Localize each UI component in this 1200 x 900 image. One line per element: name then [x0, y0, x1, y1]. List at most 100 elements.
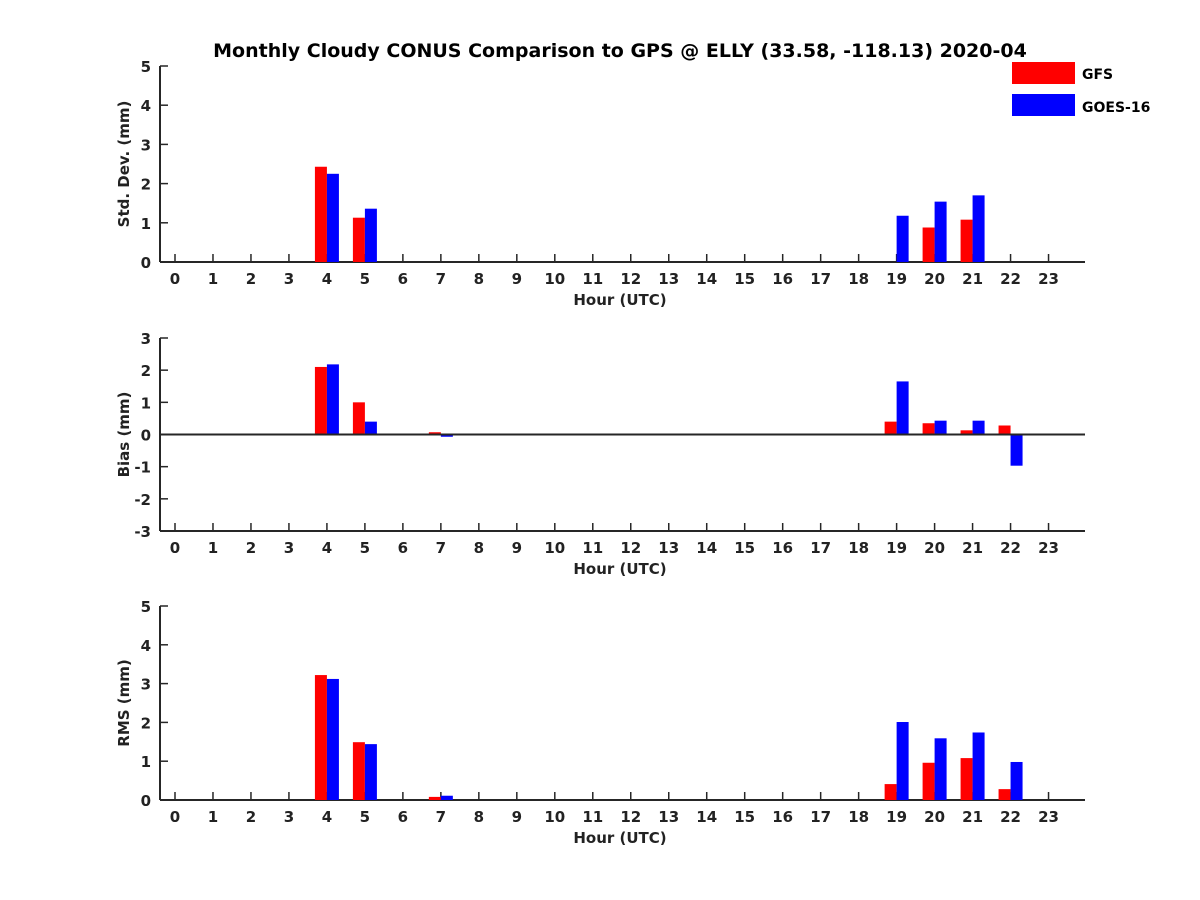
bias-y-tick-label: -1: [134, 459, 151, 477]
rms-x-tick-label: 7: [436, 808, 446, 826]
std-dev-x-tick-label: 1: [208, 270, 218, 288]
legend-swatch-goes16: [1012, 94, 1075, 116]
bias-x-tick-label: 11: [582, 539, 603, 557]
bias-x-axis-label: Hour (UTC): [573, 560, 666, 578]
std-dev-x-tick-label: 2: [246, 270, 256, 288]
std-dev-bar-goes16-hour-21: [972, 195, 985, 262]
rms-x-axis-label: Hour (UTC): [573, 829, 666, 847]
bias-bar-goes16-hour-19: [896, 381, 909, 435]
rms-x-tick-label: 20: [924, 808, 945, 826]
std-dev-x-tick-label: 20: [924, 270, 945, 288]
std-dev-bar-goes16-hour-19: [896, 215, 909, 262]
rms-x-tick-label: 5: [360, 808, 370, 826]
rms-bar-goes16-hour-4: [326, 678, 339, 800]
std-dev-y-tick-label: 5: [141, 58, 151, 76]
rms-bar-gfs-hour-22: [998, 789, 1011, 800]
bias-bar-goes16-hour-20: [934, 420, 947, 435]
rms-x-tick-label: 21: [962, 808, 983, 826]
bias-x-tick-label: 4: [322, 539, 332, 557]
rms-y-axis-label: RMS (mm): [115, 659, 133, 746]
bias-x-tick-label: 19: [886, 539, 907, 557]
bias-bar-goes16-hour-7: [440, 434, 453, 437]
bias-bar-gfs-hour-19: [884, 421, 897, 435]
rms-bar-gfs-hour-21: [960, 758, 973, 800]
bias-y-tick-label: -2: [134, 491, 151, 509]
bias-y-tick-label: 3: [141, 330, 151, 348]
rms-x-tick-label: 23: [1038, 808, 1059, 826]
rms-bar-gfs-hour-4: [314, 675, 327, 800]
rms-x-tick-label: 2: [246, 808, 256, 826]
legend-label-goes16: GOES-16: [1082, 100, 1150, 116]
std-dev-y-tick-label: 2: [141, 176, 151, 194]
rms-bar-goes16-hour-7: [440, 795, 453, 800]
rms-bar-gfs-hour-20: [922, 762, 935, 800]
rms-x-tick-label: 19: [886, 808, 907, 826]
bias-x-tick-label: 18: [848, 539, 869, 557]
std-dev-x-tick-label: 6: [398, 270, 408, 288]
bias-x-tick-label: 15: [734, 539, 755, 557]
std-dev-bar-goes16-hour-4: [326, 173, 339, 262]
std-dev-x-tick-label: 14: [696, 270, 717, 288]
bias-x-tick-label: 17: [810, 539, 831, 557]
std-dev-bar-goes16-hour-5: [364, 208, 377, 262]
bias-x-tick-label: 7: [436, 539, 446, 557]
legend: GFS GOES-16: [1012, 62, 1150, 116]
bias-y-tick-label: 1: [141, 394, 151, 412]
std-dev-x-tick-label: 0: [170, 270, 180, 288]
std-dev-x-tick-label: 5: [360, 270, 370, 288]
rms-y-tick-label: 3: [141, 676, 151, 694]
rms-x-tick-label: 9: [512, 808, 522, 826]
rms-x-tick-label: 6: [398, 808, 408, 826]
bias-x-tick-label: 3: [284, 539, 294, 557]
std-dev-y-tick-label: 4: [141, 97, 151, 115]
std-dev-x-tick-label: 4: [322, 270, 332, 288]
rms-x-tick-label: 0: [170, 808, 180, 826]
bias-x-tick-label: 6: [398, 539, 408, 557]
bias-x-tick-label: 12: [620, 539, 641, 557]
bias-x-tick-label: 14: [696, 539, 717, 557]
bias-x-tick-label: 16: [772, 539, 793, 557]
bias-x-tick-label: 23: [1038, 539, 1059, 557]
rms-x-tick-label: 3: [284, 808, 294, 826]
rms-x-tick-label: 4: [322, 808, 332, 826]
rms-x-tick-label: 15: [734, 808, 755, 826]
rms-x-tick-label: 22: [1000, 808, 1021, 826]
bias-x-tick-label: 10: [544, 539, 565, 557]
std-dev-x-tick-label: 13: [658, 270, 679, 288]
bias-bar-gfs-hour-21: [960, 430, 973, 435]
rms-bar-gfs-hour-7: [428, 796, 441, 800]
rms-bar-goes16-hour-21: [972, 732, 985, 800]
bias-x-tick-label: 2: [246, 539, 256, 557]
bias-bar-gfs-hour-5: [352, 402, 365, 435]
bias-x-tick-label: 0: [170, 539, 180, 557]
bias-x-tick-label: 5: [360, 539, 370, 557]
legend-swatch-gfs: [1012, 62, 1075, 84]
std-dev-x-tick-label: 18: [848, 270, 869, 288]
bias-y-tick-label: -3: [134, 523, 151, 541]
bias-x-tick-label: 22: [1000, 539, 1021, 557]
std-dev-x-tick-label: 11: [582, 270, 603, 288]
bias-bar-goes16-hour-21: [972, 420, 985, 435]
std-dev-x-tick-label: 10: [544, 270, 565, 288]
std-dev-y-tick-label: 3: [141, 136, 151, 154]
bias-x-tick-label: 8: [474, 539, 484, 557]
rms-bar-gfs-hour-5: [352, 742, 365, 800]
std-dev-x-tick-label: 19: [886, 270, 907, 288]
rms-bar-goes16-hour-20: [934, 738, 947, 800]
std-dev-x-tick-label: 8: [474, 270, 484, 288]
rms-x-tick-label: 16: [772, 808, 793, 826]
rms-x-tick-label: 18: [848, 808, 869, 826]
bias-bar-gfs-hour-22: [998, 425, 1011, 435]
bias-y-tick-label: 0: [141, 427, 151, 445]
bias-x-tick-label: 13: [658, 539, 679, 557]
bias-bar-gfs-hour-4: [314, 366, 327, 435]
std-dev-bar-gfs-hour-5: [352, 217, 365, 262]
std-dev-x-tick-label: 9: [512, 270, 522, 288]
std-dev-bar-goes16-hour-20: [934, 201, 947, 262]
std-dev-bar-gfs-hour-20: [922, 227, 935, 262]
std-dev-x-tick-label: 22: [1000, 270, 1021, 288]
bias-y-tick-label: 2: [141, 362, 151, 380]
